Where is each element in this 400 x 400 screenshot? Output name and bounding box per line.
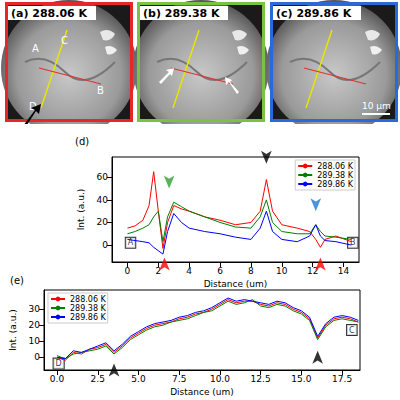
svg-text:20: 20 bbox=[97, 217, 109, 227]
svg-text:288.06 K: 288.06 K bbox=[70, 295, 107, 304]
svg-text:20: 20 bbox=[29, 320, 41, 330]
svg-text:A: A bbox=[127, 238, 134, 248]
svg-text:12: 12 bbox=[307, 265, 319, 276]
svg-text:0: 0 bbox=[102, 240, 108, 250]
svg-text:(e): (e) bbox=[10, 275, 24, 286]
svg-text:5.0: 5.0 bbox=[131, 374, 146, 384]
svg-text:7.5: 7.5 bbox=[172, 374, 186, 384]
svg-text:C: C bbox=[61, 35, 68, 46]
svg-text:289.86 K: 289.86 K bbox=[317, 180, 354, 189]
svg-text:14: 14 bbox=[338, 266, 350, 276]
svg-text:2: 2 bbox=[155, 266, 161, 276]
svg-text:40: 40 bbox=[97, 195, 109, 205]
svg-text:288.06 K: 288.06 K bbox=[317, 162, 354, 171]
svg-text:289.38 K: 289.38 K bbox=[317, 171, 354, 180]
svg-text:(c) 289.86 K: (c) 289.86 K bbox=[276, 7, 352, 20]
svg-text:(a) 288.06 K: (a) 288.06 K bbox=[11, 7, 88, 20]
svg-text:0: 0 bbox=[34, 352, 40, 362]
svg-text:A: A bbox=[32, 43, 39, 54]
svg-text:Int. (a.u.): Int. (a.u.) bbox=[76, 189, 86, 231]
svg-text:289.86 K: 289.86 K bbox=[70, 313, 107, 322]
svg-text:10.0: 10.0 bbox=[210, 374, 230, 384]
svg-text:Distance (um): Distance (um) bbox=[204, 279, 268, 289]
svg-text:289.38 K: 289.38 K bbox=[70, 304, 107, 313]
svg-text:Distance (um): Distance (um) bbox=[170, 387, 234, 397]
svg-text:60: 60 bbox=[97, 172, 109, 182]
svg-text:D: D bbox=[29, 101, 37, 112]
svg-text:6: 6 bbox=[217, 266, 223, 276]
svg-text:10: 10 bbox=[276, 266, 288, 276]
svg-text:4: 4 bbox=[186, 266, 192, 276]
svg-text:B: B bbox=[97, 85, 104, 96]
svg-text:0.0: 0.0 bbox=[50, 374, 65, 384]
svg-text:8: 8 bbox=[248, 266, 254, 276]
svg-text:10 μm: 10 μm bbox=[362, 101, 391, 111]
svg-text:(b) 289.38 K: (b) 289.38 K bbox=[143, 7, 220, 20]
svg-text:12.5: 12.5 bbox=[251, 374, 271, 384]
svg-text:(d): (d) bbox=[75, 136, 89, 147]
svg-text:2.5: 2.5 bbox=[91, 374, 105, 384]
svg-text:10: 10 bbox=[29, 336, 41, 346]
svg-text:0: 0 bbox=[125, 266, 131, 276]
svg-text:15.0: 15.0 bbox=[291, 374, 311, 384]
svg-text:17.5: 17.5 bbox=[332, 374, 352, 384]
svg-text:B: B bbox=[350, 238, 356, 248]
svg-text:C: C bbox=[349, 326, 355, 335]
svg-text:Int. (a.u.): Int. (a.u.) bbox=[8, 309, 18, 351]
svg-text:30: 30 bbox=[29, 304, 41, 314]
svg-text:D: D bbox=[56, 359, 62, 368]
